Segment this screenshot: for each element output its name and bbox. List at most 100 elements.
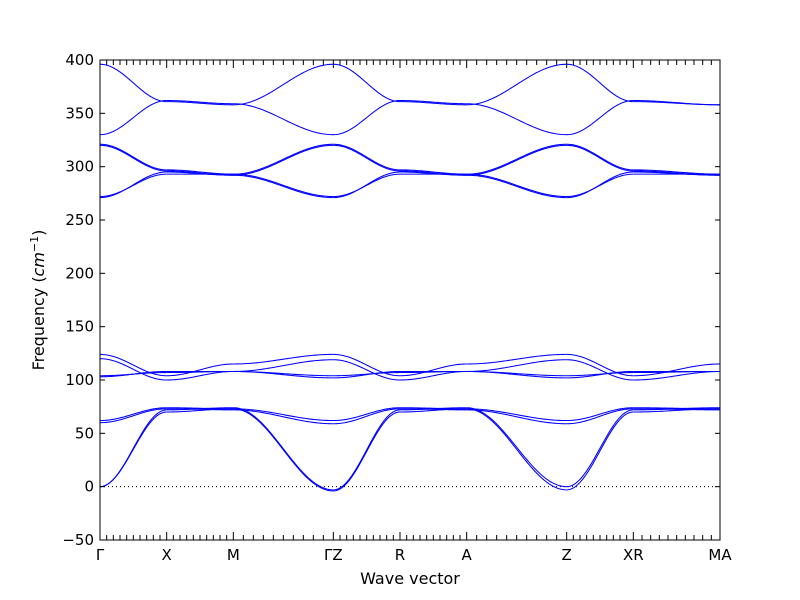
- band-6-9: [566, 171, 634, 199]
- band-1-6: [166, 370, 234, 381]
- y-tick-label: 50: [75, 424, 94, 442]
- x-tick-label: X: [162, 546, 172, 564]
- band-2-13: [233, 63, 334, 106]
- band-2-8: [233, 173, 334, 198]
- band-4-10: [400, 169, 467, 175]
- band-1-13: [166, 101, 234, 106]
- band-2-10: [233, 143, 334, 175]
- band-0-3: [99, 408, 167, 424]
- band-4-6: [399, 370, 467, 381]
- band-6-6: [566, 359, 634, 381]
- band-5-5: [466, 370, 567, 379]
- band-1-0: [166, 407, 234, 411]
- y-tick-label: 200: [65, 264, 94, 282]
- band-7-13: [633, 101, 720, 106]
- x-tick-label: XR: [623, 546, 644, 564]
- y-tick-label: 400: [65, 51, 94, 69]
- band-6-1: [566, 411, 634, 491]
- band-7-3: [633, 408, 720, 411]
- y-tick-label: 300: [65, 158, 94, 176]
- band-3-1: [333, 411, 401, 492]
- band-0-11: [99, 144, 167, 172]
- y-tick-label: −50: [62, 531, 94, 549]
- plot-frame: [99, 59, 721, 541]
- band-1-2: [166, 407, 234, 410]
- band-2-6: [233, 359, 334, 372]
- band-3-2: [333, 407, 401, 422]
- band-6-4: [566, 372, 634, 377]
- x-tick-label: A: [462, 546, 473, 564]
- band-2-0: [233, 407, 334, 491]
- band-6-3: [566, 408, 634, 425]
- band-2-2: [233, 408, 334, 422]
- band-5-10: [466, 143, 567, 175]
- band-0-9: [99, 171, 167, 199]
- y-tick-label: 100: [65, 371, 94, 389]
- band-0-12: [99, 100, 167, 136]
- y-tick-label: 350: [65, 104, 94, 122]
- band-3-12: [333, 100, 401, 136]
- band-4-0: [399, 407, 467, 411]
- y-tick-label: 0: [84, 478, 94, 496]
- band-4-11: [399, 170, 467, 176]
- band-3-0: [333, 409, 401, 491]
- band-6-10: [566, 143, 634, 171]
- band-2-9: [233, 174, 334, 199]
- x-tick-label: Γ: [96, 546, 105, 564]
- band-7-2: [633, 407, 720, 410]
- band-3-6: [333, 359, 401, 381]
- band-5-9: [466, 174, 567, 199]
- y-tick-label: 250: [65, 211, 94, 229]
- band-5-13: [466, 63, 567, 106]
- band-3-4: [333, 372, 401, 377]
- x-tick-label: R: [395, 546, 405, 564]
- band-2-7: [233, 353, 334, 365]
- band-5-0: [466, 407, 567, 488]
- band-5-7: [466, 353, 567, 365]
- band-3-11: [333, 144, 401, 172]
- band-lines: [99, 63, 721, 492]
- x-tick-label: M: [227, 546, 240, 564]
- band-3-13: [333, 63, 401, 103]
- band-5-12: [466, 103, 567, 136]
- band-2-1: [233, 408, 334, 492]
- x-axis-label: Wave vector: [360, 569, 460, 588]
- band-4-13: [400, 101, 467, 106]
- band-7-0: [633, 407, 721, 411]
- band-7-10: [633, 169, 720, 175]
- band-2-11: [233, 144, 334, 176]
- band-2-5: [233, 370, 334, 379]
- band-3-7: [333, 353, 401, 377]
- band-7-7: [633, 363, 721, 377]
- band-4-3: [400, 408, 467, 411]
- band-3-3: [333, 408, 401, 425]
- band-6-11: [566, 144, 634, 172]
- band-3-10: [333, 143, 401, 171]
- band-0-2: [99, 407, 167, 422]
- band-1-12: [166, 100, 234, 105]
- band-0-7: [99, 353, 167, 377]
- band-5-3: [466, 409, 567, 425]
- band-4-7: [399, 363, 467, 377]
- y-tick-label: 150: [65, 318, 94, 336]
- band-6-2: [566, 407, 634, 422]
- band-1-11: [166, 170, 234, 176]
- x-tick-label: ΓZ: [324, 546, 343, 564]
- band-7-11: [633, 170, 720, 176]
- band-4-2: [400, 407, 467, 410]
- band-2-3: [233, 409, 334, 425]
- band-0-10: [99, 143, 167, 171]
- band-3-5: [333, 370, 400, 379]
- band-6-12: [566, 100, 634, 136]
- band-3-9: [333, 171, 401, 199]
- band-1-10: [166, 169, 234, 175]
- band-2-12: [233, 103, 334, 136]
- band-7-6: [633, 370, 721, 381]
- band-6-13: [566, 63, 634, 103]
- band-0-13: [99, 63, 167, 103]
- band-0-6: [99, 358, 167, 381]
- band-5-2: [466, 408, 567, 422]
- band-5-6: [466, 359, 567, 372]
- band-1-7: [166, 363, 234, 377]
- band-1-3: [166, 408, 234, 411]
